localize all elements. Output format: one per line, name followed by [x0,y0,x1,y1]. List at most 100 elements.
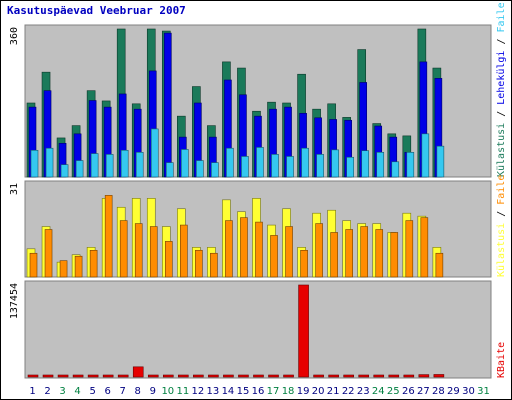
bar-files [150,128,159,178]
bar-files [376,152,385,178]
bar-files [241,156,249,178]
x-tick-label: 14 [222,386,235,397]
bar-files2 [255,221,263,278]
x-tick-label: 25 [387,386,400,397]
x-tick-label: 27 [417,386,430,397]
bar-files [60,164,69,178]
legend-pages: Lehekülgi [496,51,507,105]
bar-files2 [420,217,429,278]
bar-files2 [89,249,98,278]
bar-kbytes [343,374,354,378]
bar-kbytes [313,374,324,378]
bar-files [421,133,430,178]
x-tick-label: 8 [135,386,141,397]
x-tick-label: 1 [29,386,35,397]
x-tick-label: 7 [120,386,126,397]
x-tick-label: 10 [161,386,174,397]
bar-files [286,156,294,178]
bar-files2 [149,226,158,278]
middle-legend: Külastusi / Faile [496,175,507,277]
x-tick-label: 20 [312,386,325,397]
bar-files2 [44,229,53,278]
bar-kbytes [373,374,385,378]
bar-files [135,152,144,178]
bar-files [391,161,400,178]
x-tick-label: 31 [477,386,490,397]
bar-kbytes [178,374,189,378]
bar-kbytes [117,374,129,378]
legend-separator: / [496,33,507,51]
bar-files [45,147,54,178]
x-tick-label: 5 [89,386,95,397]
x-tick-label: 3 [59,386,65,397]
bar-files2 [210,252,218,278]
bar-files [226,147,234,178]
legend-separator: / [496,105,507,123]
bar-files [346,156,354,178]
legend-bytes: KBaite [496,342,507,378]
x-tick-label: 22 [342,386,355,397]
bar-kbytes [298,284,309,378]
bar-files2 [375,229,384,278]
bar-files [436,145,445,178]
bar-kbytes [208,374,219,378]
x-tick-label: 23 [357,386,370,397]
bar-kbytes [358,374,370,378]
bar-files [181,149,189,178]
x-tick-label: 26 [402,386,415,397]
bar-pages [163,32,172,178]
bar-kbytes [403,374,415,378]
legend-separator: / [496,205,507,223]
bar-files2 [360,226,369,278]
bar-files2 [345,229,353,278]
x-tick-label: 29 [447,386,460,397]
bar-files [75,160,84,178]
bar-files2 [164,241,173,278]
bar-kbytes [102,374,114,378]
bar-files [316,154,324,178]
x-tick-label: 17 [267,386,280,397]
bar-files [361,150,370,178]
bar-files2 [180,224,188,278]
bar-files2 [195,249,203,278]
bar-files2 [270,235,278,278]
bar-files2 [315,223,323,278]
bar-files [165,162,174,178]
x-tick-label: 13 [207,386,220,397]
bar-kbytes [268,374,279,378]
bar-kbytes [87,374,99,378]
bar-files [256,147,264,178]
x-tick-label: 4 [74,386,80,397]
x-tick-label: 12 [192,386,205,397]
x-tick-label: 16 [252,386,265,397]
x-tick-label: 6 [104,386,110,397]
bar-files2 [405,220,414,278]
bar-kbytes [162,374,174,378]
bar-kbytes [57,374,69,378]
bar-kbytes [418,374,430,378]
x-tick-label: 18 [282,386,295,397]
bottom-y-tick-label: 137454 [9,283,20,319]
x-tick-label: 21 [327,386,340,397]
bar-files2 [74,255,83,278]
bar-kbytes [283,374,294,378]
bar-files2 [119,220,128,278]
chart-title: Kasutuspäevad Veebruar 2007 [7,4,186,17]
bar-kbytes [147,374,159,378]
x-tick-label: 2 [44,386,50,397]
bar-files [120,149,129,178]
bar-kbytes [433,374,445,378]
x-tick-label: 15 [237,386,250,397]
legend-visits: Külastusi [496,123,507,177]
bar-files2 [59,260,68,278]
bar-files2 [134,223,143,278]
bar-files2 [390,232,399,278]
x-tick-label: 9 [150,386,156,397]
bar-kbytes [253,374,264,378]
bar-files [211,162,219,178]
middle-y-tick-label: 31 [9,183,20,195]
bar-kbytes [27,374,39,378]
x-tick-label: 19 [297,386,310,397]
